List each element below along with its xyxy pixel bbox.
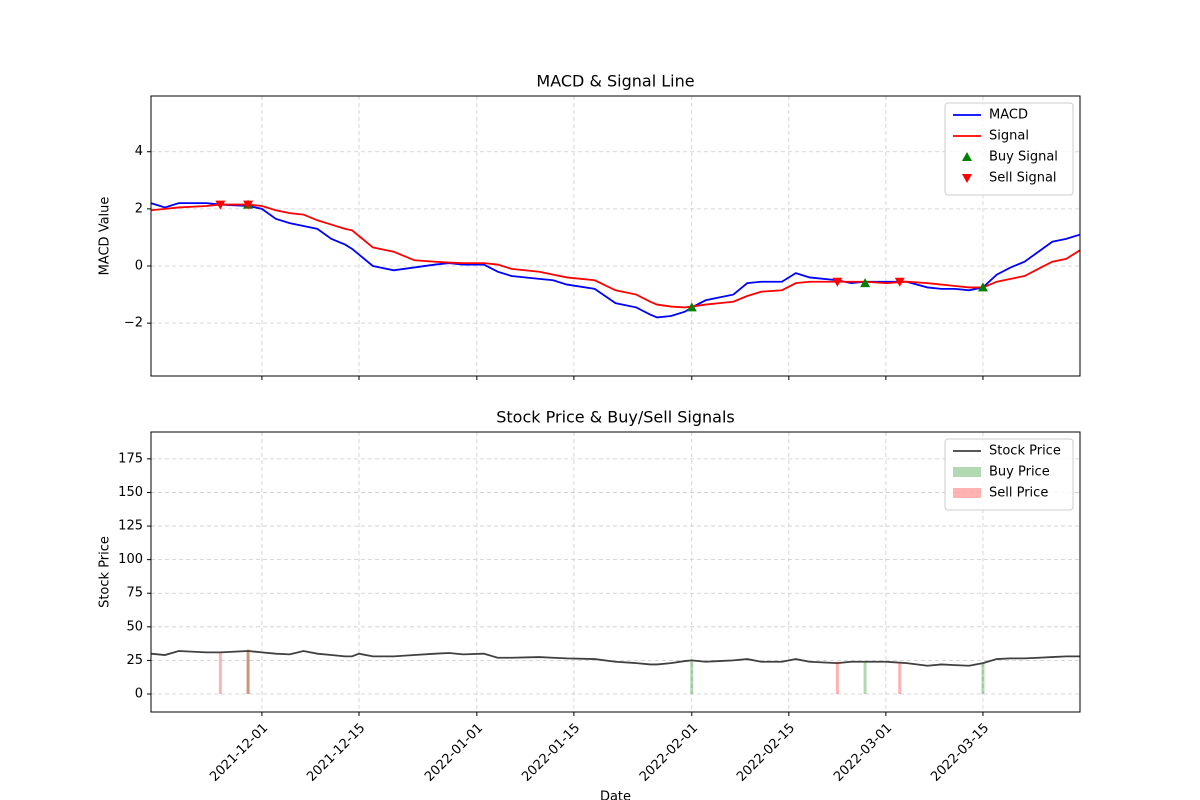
y-tick-label: 0 [135, 259, 143, 274]
x-tick-label: 2022-02-01 [637, 721, 701, 785]
x-tick-label: 2022-02-15 [734, 721, 798, 785]
x-tick-label: 2022-03-15 [928, 721, 992, 785]
y-axis-label: Stock Price [98, 536, 113, 608]
axes-frame [150, 95, 1081, 377]
y-tick-label: 4 [135, 144, 143, 159]
y-tick-label: 125 [118, 519, 143, 534]
y-tick-label: 150 [118, 485, 143, 500]
scatter-point [686, 302, 697, 312]
scatter-point [832, 277, 843, 287]
legend-label: Sell Price [989, 486, 1048, 501]
chart-title: Stock Price & Buy/Sell Signals [496, 408, 734, 427]
bar [835, 661, 839, 694]
line-series [151, 650, 1080, 667]
bar [246, 649, 250, 694]
x-tick-label: 2022-01-15 [519, 721, 583, 785]
bar [246, 649, 250, 694]
bar [218, 652, 222, 694]
x-tick-label: 2021-12-15 [304, 721, 368, 785]
line-series [151, 202, 1080, 319]
y-tick-label: 25 [126, 653, 143, 668]
bar [898, 663, 902, 694]
legend: MACD Signal Buy Signal Sell Signal [944, 102, 1074, 196]
legend: Stock Price Buy Price Sell Price [944, 438, 1074, 511]
legend-label: MACD [989, 108, 1028, 123]
legend-key [953, 467, 981, 477]
y-tick-label: −2 [124, 316, 143, 331]
y-tick-label: 75 [126, 586, 143, 601]
line-series [151, 203, 1080, 309]
chart-title: MACD & Signal Line [536, 72, 694, 91]
x-tick-label: 2022-03-01 [831, 721, 895, 785]
y-tick-label: 175 [118, 451, 143, 466]
subplot: Stock Price & Buy/Sell Signals Stock Pric… [98, 408, 1081, 800]
x-tick-label: 2022-01-01 [422, 721, 486, 785]
legend-box [944, 438, 1074, 511]
bar [981, 663, 985, 694]
legend-label: Buy Price [989, 465, 1050, 480]
y-axis-label: MACD Value [98, 197, 113, 276]
legend-key [962, 174, 972, 183]
legend-box [944, 102, 1074, 196]
y-tick-label: 0 [135, 686, 143, 701]
plot-area [151, 199, 1080, 319]
legend-key [962, 152, 972, 161]
legend-label: Stock Price [989, 444, 1061, 459]
scatter-point [977, 282, 988, 292]
x-axis-label: Date [600, 790, 631, 800]
y-tick-label: 100 [118, 552, 143, 567]
legend-key [953, 488, 981, 498]
plot-area [151, 649, 1080, 694]
scatter-point [215, 200, 226, 210]
scatter-point [243, 200, 254, 210]
y-tick-label: 2 [135, 201, 143, 216]
scatter-point [860, 278, 871, 288]
legend-label: Signal [989, 129, 1029, 144]
scatter-point [894, 277, 905, 287]
x-tick-label: 2021-12-01 [207, 721, 271, 785]
subplot: MACD & Signal Line MACD Value −2 0 2 4 MACD Sig… [98, 72, 1081, 380]
y-tick-label: 50 [126, 619, 143, 634]
axes-frame [150, 431, 1081, 713]
legend-label: Buy Signal [989, 150, 1058, 165]
legend-label: Sell Signal [989, 171, 1057, 186]
bar [863, 661, 867, 694]
bar [690, 660, 694, 694]
